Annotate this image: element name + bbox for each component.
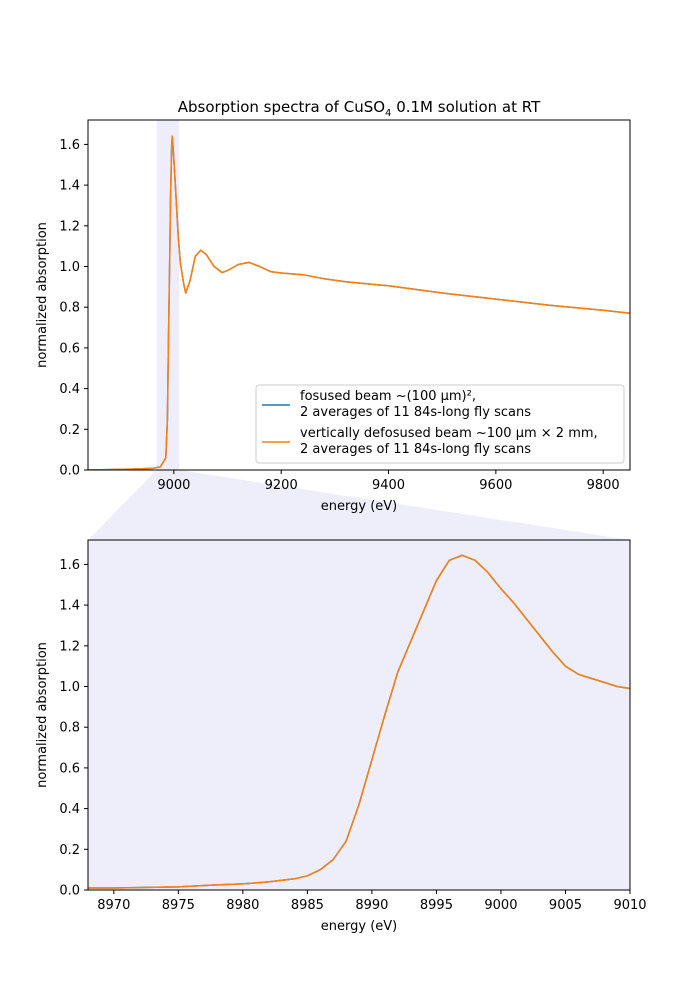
zoomed-y-tick-label: 1.4 — [59, 599, 80, 614]
overview-x-tick-label: 9600 — [479, 478, 512, 493]
zoomed-y-tick-label: 1.0 — [59, 680, 80, 695]
overview-y-tick-label: 1.4 — [59, 179, 80, 194]
overview-x-tick-label: 9200 — [265, 478, 298, 493]
legend-label-focused-beam-line1: fosused beam ~(100 µm)², — [300, 389, 476, 404]
zoomed-y-tick-label: 1.6 — [59, 558, 80, 573]
overview-y-tick-label: 0.2 — [59, 423, 80, 438]
overview-y-ticks: 0.0 0.2 0.4 0.6 0.8 1.0 1.2 1.4 1.6 — [59, 138, 88, 479]
zoomed-y-tick-label: 0.0 — [59, 884, 80, 899]
zoomed-x-tick-label: 8970 — [97, 898, 130, 913]
overview-y-tick-label: 1.0 — [59, 260, 80, 275]
zoomed-y-tick-label: 0.2 — [59, 843, 80, 858]
overview-y-tick-label: 0.0 — [59, 464, 80, 479]
zoom-connector — [88, 470, 630, 540]
overview-x-ticks: 9000 9200 9400 9600 9800 — [157, 470, 620, 493]
overview-y-tick-label: 1.6 — [59, 138, 80, 153]
zoomed-x-tick-label: 8985 — [291, 898, 324, 913]
zoomed-y-tick-label: 0.6 — [59, 761, 80, 776]
chart-title-main: Absorption spectra of CuSO — [178, 98, 385, 116]
zoomed-x-ticks: 8970 8975 8980 8985 8990 8995 9000 9005 9010 — [97, 890, 647, 913]
zoomed-y-ticks: 0.0 0.2 0.4 0.6 0.8 1.0 1.2 1.4 1.6 — [59, 558, 88, 899]
zoomed-plot-background — [88, 540, 630, 890]
overview-x-tick-label: 9800 — [587, 478, 620, 493]
overview-plot: 9000 9200 9400 9600 9800 0.0 0.2 0.4 0.6 0.8 1.0 1… — [35, 98, 631, 514]
chart-title-suffix: 0.1M solution at RT — [391, 98, 541, 116]
overview-y-axis-label: normalized absorption — [35, 222, 50, 368]
overview-plot-frame — [87, 119, 631, 471]
legend-box — [255, 384, 625, 464]
zoomed-x-tick-label: 8980 — [226, 898, 259, 913]
zoomed-x-tick-label: 8990 — [355, 898, 388, 913]
zoom-region-highlight — [156, 120, 180, 470]
zoomed-x-tick-label: 9000 — [484, 898, 517, 913]
overview-y-tick-label: 0.4 — [59, 382, 80, 397]
zoomed-series-lines — [88, 554, 630, 889]
zoomed-x-tick-label: 8975 — [162, 898, 195, 913]
zoomed-plot: 8970 8975 8980 8985 8990 8995 9000 9005 9010 0.0… — [35, 539, 647, 934]
zoomed-y-axis-label: normalized absorption — [35, 642, 50, 788]
zoomed-x-tick-label: 8995 — [420, 898, 453, 913]
overview-y-tick-label: 0.6 — [59, 341, 80, 356]
zoomed-x-axis-label: energy (eV) — [321, 919, 397, 934]
zoomed-y-tick-label: 0.4 — [59, 802, 80, 817]
overview-x-tick-label: 9000 — [157, 478, 190, 493]
zoomed-series-line-1 — [88, 554, 630, 889]
overview-y-tick-label: 1.2 — [59, 219, 80, 234]
overview-x-axis-label: energy (eV) — [321, 499, 397, 514]
zoomed-x-tick-label: 9005 — [549, 898, 582, 913]
zoomed-x-tick-label: 9010 — [613, 898, 646, 913]
overview-y-tick-label: 0.8 — [59, 301, 80, 316]
overview-series-line-1 — [88, 135, 630, 470]
legend-label-focused-beam-line2: 2 averages of 11 84s-long fly scans — [300, 405, 531, 420]
legend: fosused beam ~(100 µm)², 2 averages of 1… — [255, 384, 625, 464]
zoomed-y-tick-label: 1.2 — [59, 639, 80, 654]
legend-label-defocused-beam-line2: 2 averages of 11 84s-long fly scans — [300, 442, 531, 457]
chart-title: Absorption spectra of CuSO4 0.1M solutio… — [178, 98, 541, 119]
zoomed-y-tick-label: 0.8 — [59, 721, 80, 736]
chart-title-subscript: 4 — [385, 108, 391, 119]
overview-x-tick-label: 9400 — [372, 478, 405, 493]
zoomed-plot-frame — [87, 539, 631, 891]
legend-label-defocused-beam-line1: vertically defosused beam ~100 µm × 2 mm… — [300, 426, 598, 441]
overview-series-lines — [88, 135, 630, 470]
